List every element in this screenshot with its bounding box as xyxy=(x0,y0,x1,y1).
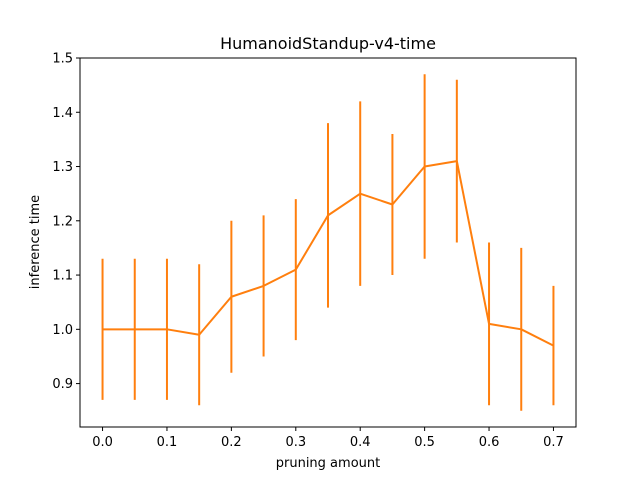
plot-area xyxy=(101,74,555,411)
y-tick-label: 0.9 xyxy=(52,377,73,392)
series-line xyxy=(102,160,554,347)
x-axis: 0.0 0.1 0.2 0.3 0.4 0.5 0.6 0.7 xyxy=(92,427,564,450)
x-tick-label: 0.7 xyxy=(543,435,564,450)
y-tick-label: 1.2 xyxy=(52,214,73,229)
y-axis: 0.9 1.0 1.1 1.2 1.3 1.4 1.5 xyxy=(52,52,80,392)
y-tick-label: 1.1 xyxy=(52,269,73,284)
y-tick-label: 1.3 xyxy=(52,160,73,175)
x-tick-label: 0.5 xyxy=(414,435,435,450)
plot-frame xyxy=(79,57,577,428)
x-tick-label: 0.2 xyxy=(221,435,242,450)
chart-title: HumanoidStandup-v4-time xyxy=(220,34,436,53)
x-tick-label: 0.0 xyxy=(92,435,113,450)
y-tick-label: 1.5 xyxy=(52,52,73,67)
x-tick-label: 0.3 xyxy=(285,435,306,450)
y-tick-label: 1.4 xyxy=(52,106,73,121)
x-tick-label: 0.1 xyxy=(157,435,178,450)
x-tick-label: 0.4 xyxy=(350,435,371,450)
x-tick-label: 0.6 xyxy=(479,435,500,450)
y-axis-label: inference time xyxy=(28,195,43,289)
y-tick-label: 1.0 xyxy=(52,323,73,338)
x-axis-label: pruning amount xyxy=(276,456,380,471)
